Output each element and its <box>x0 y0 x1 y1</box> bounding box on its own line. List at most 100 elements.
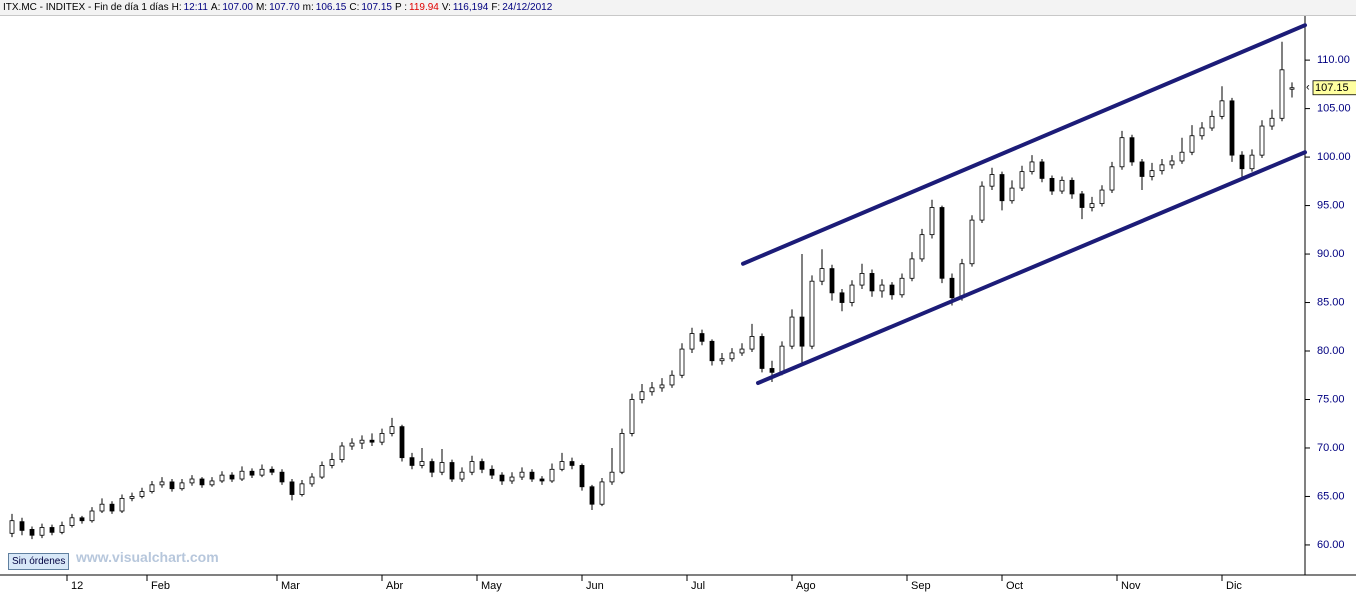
x-tick-label: Ago <box>796 580 816 592</box>
candle-body <box>739 348 745 354</box>
candle-body <box>129 496 135 499</box>
candle-body <box>1099 189 1105 205</box>
candle-body <box>179 482 185 490</box>
orders-button[interactable]: Sin órdenes <box>8 553 70 570</box>
candle-body <box>1069 179 1075 195</box>
candle-body <box>1159 164 1165 172</box>
candle-body <box>109 503 115 512</box>
y-tick-label: 105.00 <box>1317 103 1351 115</box>
field-label: P : <box>394 2 407 13</box>
field-value: 116,194 <box>452 2 489 13</box>
watermark: www.visualchart.com <box>76 549 219 565</box>
header-bar: ITX.MC - INDITEX - Fin de día 1 días H: 12… <box>0 0 1356 16</box>
candle-body <box>1109 166 1115 191</box>
candle-body <box>869 273 875 292</box>
candle-body <box>699 333 705 342</box>
candle-body <box>669 374 675 386</box>
y-tick-label: 85.00 <box>1317 296 1345 308</box>
field-label: H: <box>171 2 182 13</box>
candle-body <box>429 461 435 473</box>
field-value: 107.15 <box>361 2 392 13</box>
candle-body <box>219 474 225 482</box>
y-tick-label: 80.00 <box>1317 345 1345 357</box>
candle-body <box>319 465 325 478</box>
candle-body <box>939 207 945 279</box>
x-tick-label: Mar <box>281 580 300 592</box>
candle-body <box>479 461 485 470</box>
candle-body <box>209 480 215 486</box>
candle-body <box>409 457 415 466</box>
candle-body <box>1149 170 1155 177</box>
candle-body <box>59 525 65 533</box>
candle-body <box>589 486 595 505</box>
x-tick-label: Oct <box>1006 580 1023 592</box>
field-value: 24/12/2012 <box>502 2 553 13</box>
field-value: 106.15 <box>315 2 347 13</box>
candle-body <box>759 336 765 369</box>
field-value: 107.70 <box>269 2 300 13</box>
candle-body <box>959 263 965 299</box>
candle-body <box>859 273 865 286</box>
candle-body <box>689 333 695 350</box>
candle-body <box>709 340 715 362</box>
candle-body <box>1119 137 1125 168</box>
candle-body <box>729 352 735 360</box>
candle-body <box>1029 161 1035 173</box>
candle-body <box>749 336 755 350</box>
candle-body <box>389 426 395 434</box>
candle-body <box>249 470 255 476</box>
candle-body <box>1189 135 1195 153</box>
candle-body <box>969 219 975 265</box>
x-tick-label: Abr <box>386 580 403 592</box>
candle-body <box>419 461 425 466</box>
header-title: ITX.MC - INDITEX - Fin de día 1 días <box>3 2 169 13</box>
candle-body <box>539 478 545 482</box>
field-label: A: <box>210 2 221 13</box>
candle-body <box>1219 100 1225 117</box>
channel-line <box>741 23 1307 266</box>
candle-body <box>909 258 915 279</box>
candle-body <box>339 445 345 461</box>
last-price-box <box>1312 80 1356 96</box>
candle-body <box>899 277 905 296</box>
candle-body <box>1259 125 1265 156</box>
candle-body <box>1249 154 1255 170</box>
candle-body <box>79 517 85 522</box>
candle-body <box>579 465 585 488</box>
candle-body <box>289 481 295 495</box>
candle-body <box>509 476 515 482</box>
x-tick-label: 12 <box>71 580 83 592</box>
candle-body <box>1279 69 1285 119</box>
y-tick-label: 90.00 <box>1317 248 1345 260</box>
y-tick-label: 100.00 <box>1317 151 1351 163</box>
candle-body <box>989 174 995 187</box>
candle-body <box>1139 161 1145 177</box>
field-value: 107.00 <box>222 2 253 13</box>
candle-body <box>1009 187 1015 202</box>
candle-body <box>889 284 895 296</box>
candle-body <box>1089 203 1095 208</box>
candle-body <box>489 468 495 476</box>
candle-body <box>49 527 55 533</box>
candle-body <box>299 483 305 495</box>
candle-body <box>1289 87 1295 90</box>
candle-body <box>69 517 75 526</box>
field-label: C: <box>349 2 360 13</box>
last-price-marker: ‹ <box>1306 82 1310 94</box>
last-price-label: 107.15 <box>1315 82 1349 94</box>
candle-body <box>789 316 795 347</box>
candle-body <box>629 399 635 434</box>
candle-body <box>839 292 845 303</box>
y-tick-label: 70.00 <box>1317 442 1345 454</box>
candle-body <box>849 284 855 303</box>
x-tick-label: Jul <box>691 580 705 592</box>
candle-body <box>159 481 165 486</box>
candle-body <box>1039 161 1045 179</box>
x-tick-label: Nov <box>1121 580 1141 592</box>
candle-body <box>979 185 985 221</box>
x-tick-label: Sep <box>911 580 931 592</box>
candle-body <box>619 433 625 473</box>
x-tick-label: May <box>481 580 502 592</box>
candle-body <box>1129 137 1135 163</box>
candle-body <box>239 470 245 480</box>
